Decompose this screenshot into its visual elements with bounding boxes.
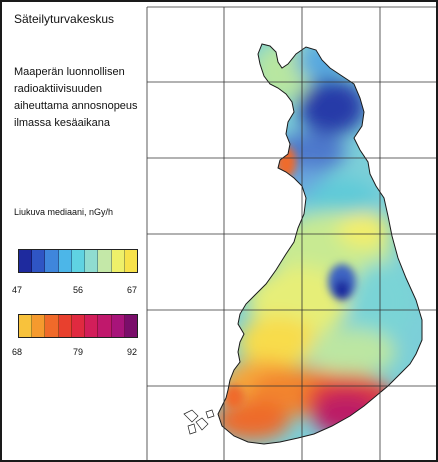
- map-grid: [146, 6, 436, 460]
- legend-tick-label: 79: [73, 347, 84, 357]
- legend-swatch: [98, 250, 112, 272]
- legend-swatch: [45, 250, 59, 272]
- legend-swatch: [85, 250, 99, 272]
- legend-swatch: [45, 315, 59, 337]
- legend-swatch: [111, 315, 125, 337]
- map-caption-line: radioaktiivisuuden: [14, 83, 103, 95]
- map-caption-line: ilmassa kesäaikana: [14, 117, 110, 129]
- legend-swatch: [19, 250, 33, 272]
- country-outline: [217, 43, 423, 445]
- legend-tick-label: 68: [12, 347, 23, 357]
- legend-title: Liukuva mediaani, nGy/h: [14, 207, 114, 217]
- organization-title: Säteilyturvakeskus: [14, 12, 115, 26]
- archipelago-islands: [183, 409, 215, 435]
- legend-tick-label: 56: [73, 285, 84, 295]
- legend-tick-label: 67: [127, 285, 138, 295]
- legend-swatch: [85, 315, 99, 337]
- legend-swatch: [111, 250, 125, 272]
- legend-swatch: [58, 250, 72, 272]
- map-caption-line: aiheuttama annosnopeus: [14, 100, 138, 112]
- legend-swatch: [58, 315, 72, 337]
- legend-swatch: [19, 315, 33, 337]
- legend-swatch: [32, 250, 46, 272]
- dose-rate-fill: [218, 44, 422, 444]
- legend-swatch: [124, 250, 137, 272]
- map-caption-line: Maaperän luonnollisen: [14, 66, 125, 78]
- legend-tick-label: 92: [127, 347, 138, 357]
- legend-swatch: [71, 315, 86, 337]
- legend-scale-high: [18, 314, 138, 338]
- legend-swatch: [32, 315, 46, 337]
- legend-swatch: [124, 315, 137, 337]
- legend-swatch: [98, 315, 112, 337]
- legend-swatch: [71, 250, 86, 272]
- legend-tick-label: 47: [12, 285, 23, 295]
- legend-scale-low: [18, 249, 138, 273]
